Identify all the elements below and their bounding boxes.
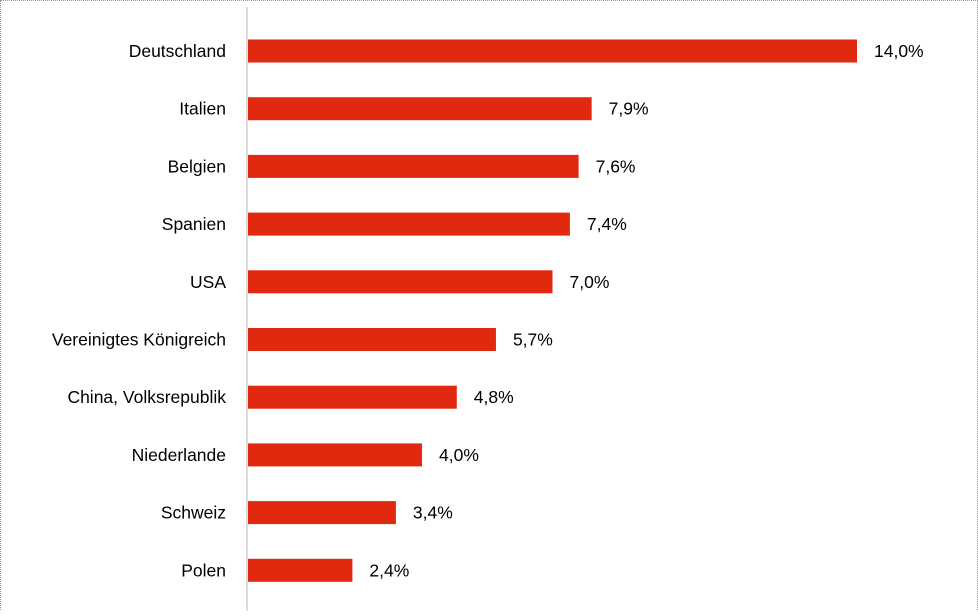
value-label-4: 7,0% [570, 272, 610, 292]
bar-8 [248, 501, 396, 525]
category-label-3: Spanien [162, 214, 226, 234]
value-label-8: 3,4% [413, 503, 453, 523]
bar-1 [248, 97, 592, 121]
value-label-0: 14,0% [874, 41, 924, 61]
bar-6 [248, 385, 457, 409]
category-label-5: Vereinigtes Königreich [52, 330, 226, 350]
category-label-8: Schweiz [161, 503, 226, 523]
value-label-9: 2,4% [369, 560, 409, 580]
category-label-7: Niederlande [132, 445, 226, 465]
bars-layer [248, 39, 857, 582]
labels-layer: Deutschland 14,0% Italien 7,9% Belgien 7,6% Sp… [52, 41, 924, 580]
category-label-4: USA [190, 272, 226, 292]
bar-3 [248, 212, 570, 236]
bar-2 [248, 154, 579, 178]
value-label-7: 4,0% [439, 445, 479, 465]
bar-4 [248, 270, 553, 294]
category-label-1: Italien [179, 99, 226, 119]
value-label-5: 5,7% [513, 330, 553, 350]
category-label-2: Belgien [168, 156, 226, 176]
value-label-2: 7,6% [596, 156, 636, 176]
category-label-0: Deutschland [129, 41, 226, 61]
bar-9 [248, 558, 353, 582]
bar-0 [248, 39, 857, 63]
value-label-3: 7,4% [587, 214, 627, 234]
category-label-9: Polen [181, 560, 226, 580]
value-label-1: 7,9% [609, 99, 649, 119]
bar-5 [248, 328, 496, 351]
bar-7 [248, 443, 422, 467]
category-label-6: China, Volksrepublik [67, 387, 226, 407]
value-label-6: 4,8% [474, 387, 514, 407]
